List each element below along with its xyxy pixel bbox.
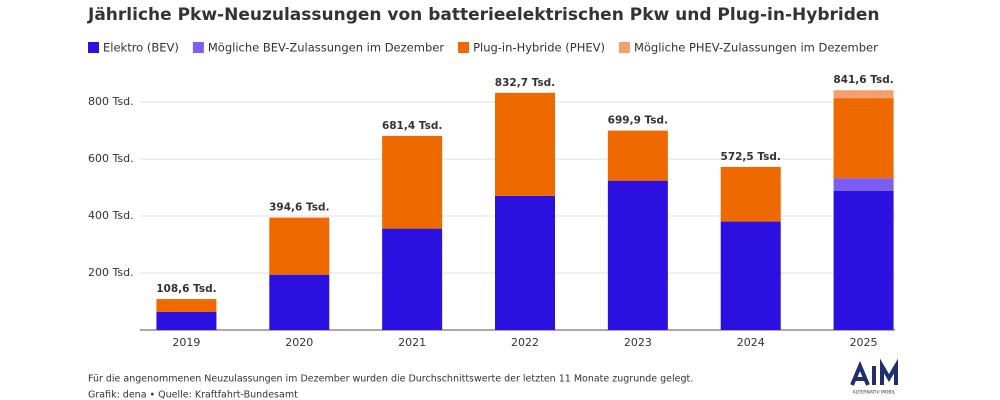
bar-segment [495, 195, 555, 330]
bar-segment [156, 299, 217, 312]
x-tick-label: 2022 [511, 336, 539, 349]
x-tick-label: 2024 [737, 336, 765, 349]
source: Grafik: dena • Quelle: Kraftfahrt-Bundes… [88, 390, 298, 400]
legend-swatch [88, 42, 99, 53]
x-tick-label: 2020 [285, 336, 313, 349]
bar-segment [833, 178, 894, 191]
y-tick-label: 800 Tsd. [88, 95, 134, 108]
total-label: 832,7 Tsd. [495, 77, 555, 89]
bar-segment [269, 217, 330, 275]
legend-label: Plug-in-Hybride (PHEV) [473, 41, 605, 55]
bar-segment [833, 190, 894, 330]
total-label: 841,6 Tsd. [833, 74, 893, 86]
note: Für die angenommenen Neuzulassungen im D… [88, 374, 693, 385]
legend-swatch [458, 42, 470, 53]
x-tick-label: 2019 [172, 336, 200, 349]
total-label: 572,5 Tsd. [721, 151, 781, 163]
total-label: 108,6 Tsd. [156, 283, 216, 295]
legend-swatch [618, 42, 630, 53]
logo-mark [872, 358, 898, 385]
y-tick-label: 400 Tsd. [88, 209, 134, 222]
bar-segment [607, 180, 668, 330]
bar-segment [269, 274, 330, 330]
total-label: 681,4 Tsd. [382, 120, 442, 132]
chart-title: Jährliche Pkw-Neuzulassungen von batteri… [87, 5, 880, 25]
logo: ALTERNATIV MOBIL [850, 358, 898, 396]
bar-segment [607, 130, 668, 181]
legend: Elektro (BEV) Mögliche BEV-Zulassungen im… [88, 41, 878, 55]
y-tick-label: 600 Tsd. [88, 152, 134, 165]
logo-mark [850, 360, 870, 386]
x-tick-label: 2023 [624, 336, 652, 349]
total-label: 394,6 Tsd. [269, 202, 329, 214]
bar-segment [720, 221, 781, 330]
total-label: 699,9 Tsd. [608, 115, 668, 127]
legend-swatch [192, 42, 204, 53]
legend-label: Mögliche BEV-Zulassungen im Dezember [208, 41, 444, 55]
bar-segment [382, 228, 443, 330]
x-tick-label: 2021 [398, 336, 426, 349]
legend-label: Mögliche PHEV-Zulassungen im Dezember [634, 41, 878, 55]
legend-label: Elektro (BEV) [103, 41, 179, 55]
bar-segment [495, 92, 555, 196]
logo-text: ALTERNATIV MOBIL [853, 390, 896, 396]
x-tick-label: 2025 [850, 336, 878, 349]
bar-segment [833, 90, 894, 99]
bar-segment [156, 311, 217, 330]
bar-segment [833, 98, 894, 179]
bar-segment [382, 135, 443, 229]
y-tick-label: 200 Tsd. [88, 266, 134, 279]
bar-segment [720, 166, 781, 222]
